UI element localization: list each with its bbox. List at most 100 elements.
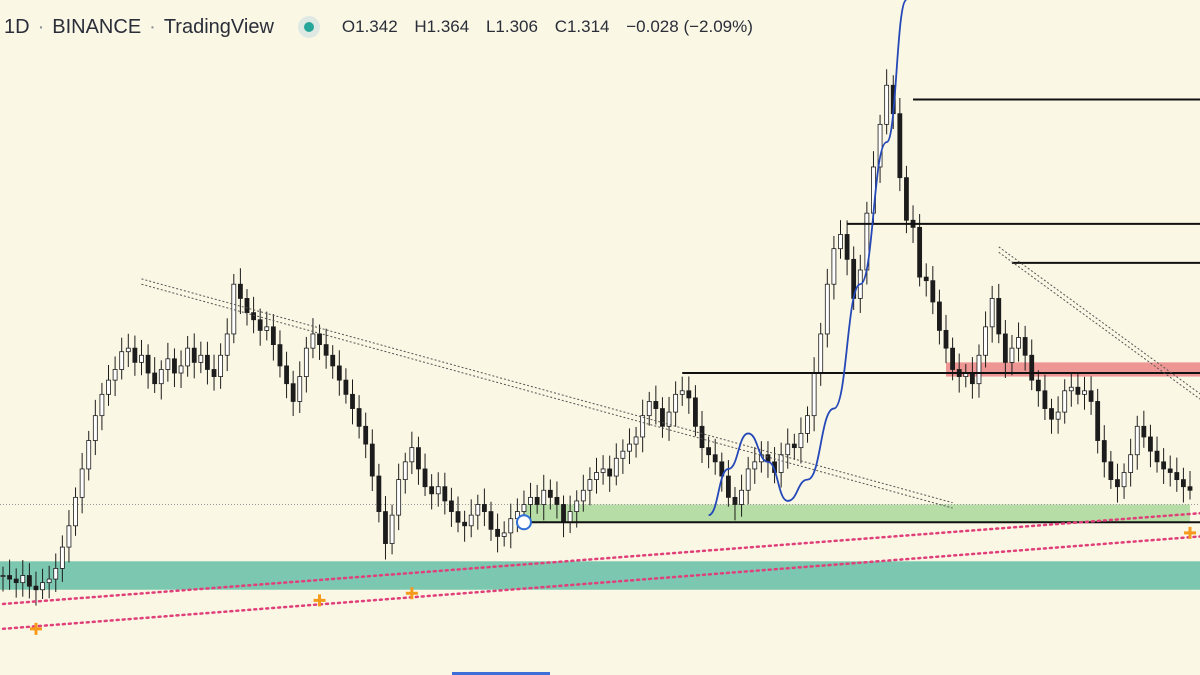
candle-body [303,347,309,377]
candle-body [752,461,758,470]
candle-body [1148,436,1153,452]
projection-curve [708,0,908,517]
candle-body [824,283,830,335]
pivot-marker [405,587,418,600]
candle-body [805,415,810,434]
candle-body [712,454,718,463]
symbol-header: 1D · BINANCE · TradingView O1.342 H1.364… [0,12,765,42]
pivot-marker [1184,526,1196,539]
candle-body [139,354,144,363]
candle-body [158,369,164,385]
header-separator: · [37,15,45,38]
candle-body [1049,408,1054,420]
touch-point-circle [515,514,532,531]
candle-body [363,425,369,445]
candle-body [277,344,283,367]
candle-body [1154,450,1160,463]
candle-body [429,486,435,495]
candle-body [172,358,177,374]
candle-body [112,369,118,381]
candle-body [1062,390,1068,413]
candle-body [633,436,639,445]
candle-body [264,326,270,331]
candle-body [356,408,362,427]
exchange-label[interactable]: BINANCE [52,15,142,38]
candle-body [587,479,593,491]
candle-body [996,298,1002,335]
candle-body [818,333,824,374]
candle-body [937,301,942,331]
candle-body [877,123,883,168]
candle-body [132,347,138,363]
candle-body [1035,379,1041,392]
open-value: O1.342 [341,17,398,36]
candle-body [1134,425,1140,456]
candle-body [798,433,804,449]
candle-body [435,486,441,495]
candle-body [930,280,936,303]
candle-body [13,578,19,584]
candle-body [969,372,975,385]
candle-body [442,486,448,502]
candle-body [297,376,303,402]
resistance-zone [946,362,1200,377]
source-label: TradingView [163,15,274,38]
candle-body [244,298,250,314]
candle-body [145,354,151,374]
candle-body [686,390,692,399]
candle-body [73,496,78,527]
candle-body [257,319,263,331]
candle-body [534,496,540,505]
candle-body [449,500,454,512]
candle-body [745,468,751,491]
candle-body [884,84,890,125]
candle-body [1167,468,1173,473]
candle-body [1022,337,1028,356]
candle-body [53,568,59,580]
candle-body [679,390,685,395]
candle-body [693,397,698,427]
candle-body [620,450,626,459]
candle-body [343,379,349,395]
time-scale-highlight[interactable] [452,672,550,675]
candle-body [1181,479,1186,488]
candle-body [46,578,52,584]
candle-body [547,489,553,498]
candle-body [218,354,224,377]
candle-body [983,326,988,356]
interval-label[interactable]: 1D [4,15,30,38]
candle-body [317,333,322,346]
candle-body [627,443,632,452]
candle-body [1115,479,1120,488]
candle-body [989,298,995,328]
candle-body [1141,425,1147,438]
candle-body [1121,472,1127,488]
candle-body [785,443,791,456]
candle-body [495,528,500,537]
candle-body [640,415,646,438]
candle-body [185,347,191,367]
candle-body [660,408,665,427]
candle-body [119,351,125,370]
candle-body [26,575,32,587]
candle-body [86,440,92,470]
candle-body [1042,390,1048,409]
candle-body [205,354,210,370]
candle-body [389,514,395,544]
candle-body [1002,333,1008,363]
candle-body [488,511,494,530]
candle-body [165,358,171,370]
candle-body [521,504,527,512]
candle-body [481,504,487,512]
candle-body [231,283,237,335]
candle-body [191,347,197,363]
candle-body [943,329,949,349]
candle-body [350,393,355,409]
candle-body [422,468,428,488]
ohlc-readout: O1.342 H1.364 L1.306 C1.314 −0.028 (−2.0… [342,17,765,37]
candle-body [653,401,659,409]
candle-body [574,500,580,512]
candle-body [897,113,903,179]
candle-body [198,354,204,363]
